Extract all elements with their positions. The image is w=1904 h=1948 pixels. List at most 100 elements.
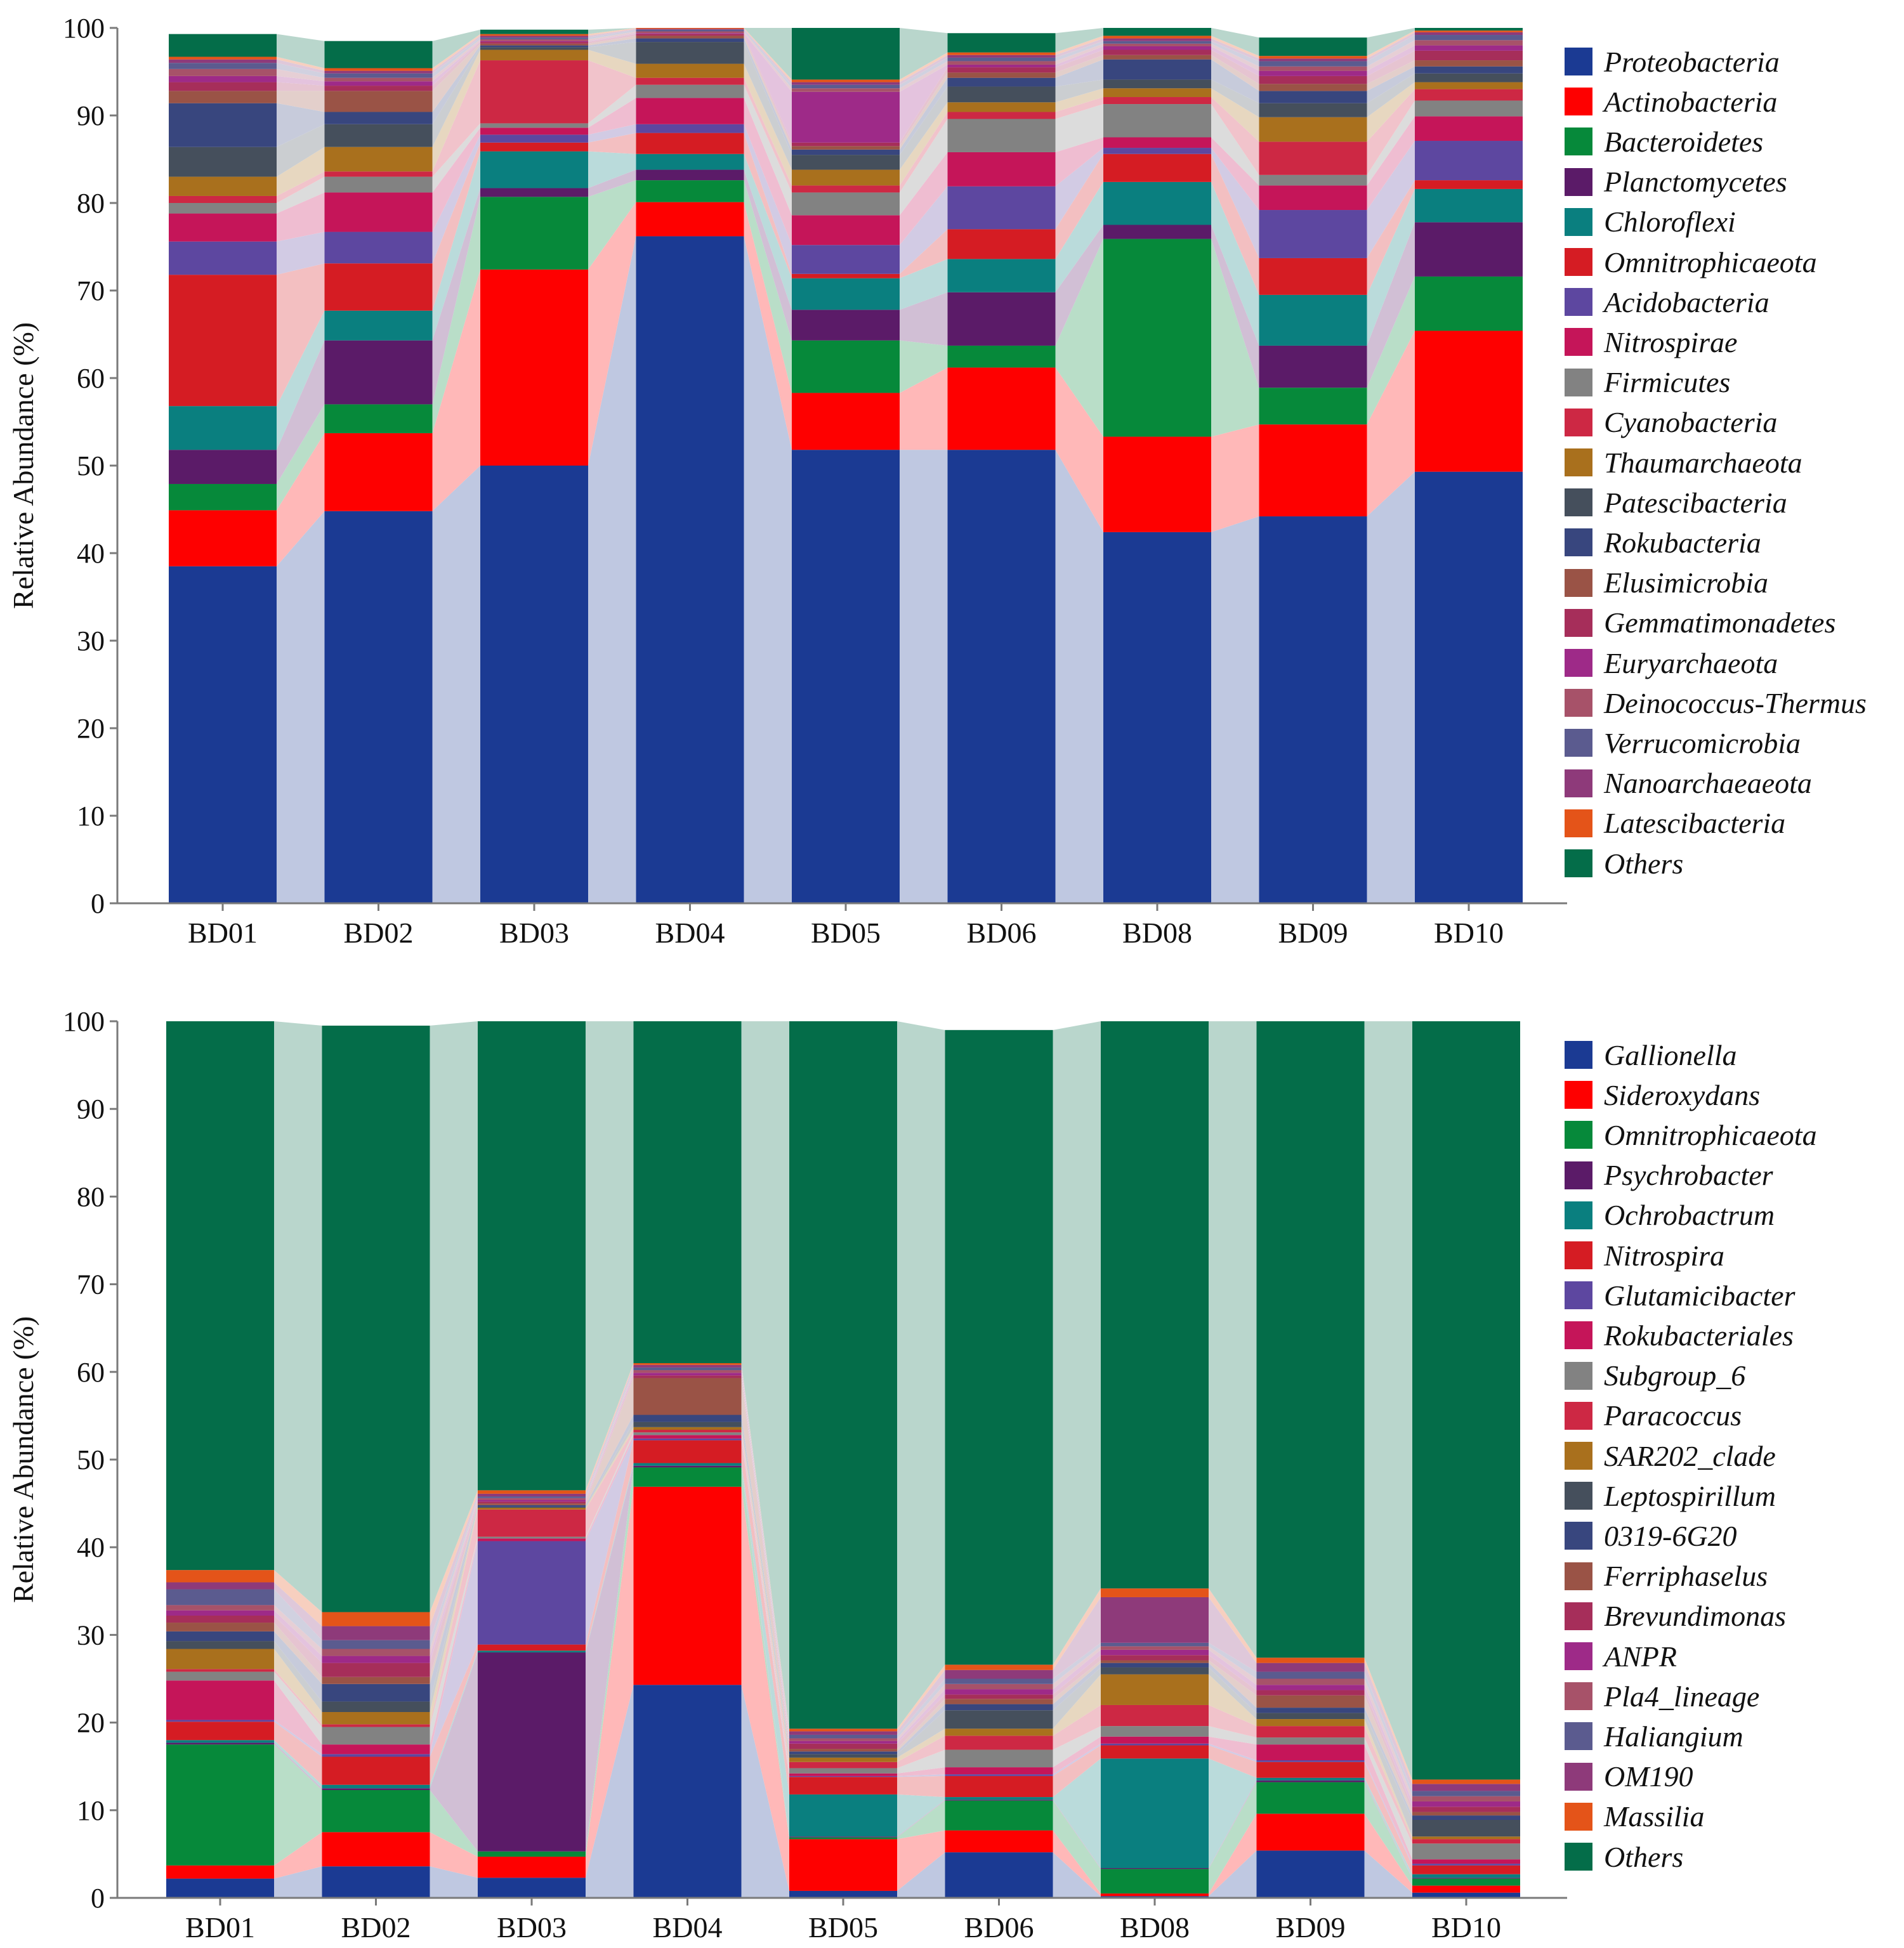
ribbon-ochrobactrum <box>897 1794 945 1837</box>
legend-item-nitrospirae[interactable]: Nitrospirae <box>1565 326 1737 358</box>
legend-item-others[interactable]: Others <box>1565 847 1683 880</box>
ribbon-leptospirillum <box>586 1422 634 1508</box>
legend-item-sideroxydans[interactable]: Sideroxydans <box>1565 1079 1760 1111</box>
legend-item-rokubacteria[interactable]: Rokubacteria <box>1565 526 1761 559</box>
bar-segment-omnitrophicaeota <box>1415 180 1523 189</box>
ribbon-haliangium <box>274 1589 322 1649</box>
legend-item-sar202-clade[interactable]: SAR202_clade <box>1565 1440 1776 1472</box>
legend-label: OM190 <box>1604 1760 1693 1793</box>
ribbon-latescibacteria <box>1367 30 1415 59</box>
legend-item-ochrobactrum[interactable]: Ochrobactrum <box>1565 1199 1775 1231</box>
bar-segment-rokubacteria <box>947 77 1056 87</box>
bar-stack-bd08[interactable] <box>1101 1021 1209 1898</box>
legend-item-subgroup-6[interactable]: Subgroup_6 <box>1565 1359 1745 1392</box>
legend-item-patescibacteria[interactable]: Patescibacteria <box>1565 487 1787 519</box>
bar-segment-bacteroidetes <box>1259 388 1367 425</box>
legend-item-omnitrophicaeota[interactable]: Omnitrophicaeota <box>1565 246 1817 278</box>
legend-item-bacteroidetes[interactable]: Bacteroidetes <box>1565 126 1763 158</box>
bar-stack-bd02[interactable] <box>324 41 433 903</box>
legend-item-proteobacteria[interactable]: Proteobacteria <box>1565 46 1780 78</box>
bar-stack-bd01[interactable] <box>169 34 277 903</box>
bar-segment-ochrobactrum <box>1101 1758 1209 1869</box>
legend-item-actinobacteria[interactable]: Actinobacteria <box>1565 86 1777 118</box>
bar-stack-bd09[interactable] <box>1259 37 1367 903</box>
legend-item-nitrospira[interactable]: Nitrospira <box>1565 1239 1724 1272</box>
bar-stack-bd09[interactable] <box>1256 1021 1365 1898</box>
legend-item-haliangium[interactable]: Haliangium <box>1565 1720 1743 1753</box>
legend-item-gallionella[interactable]: Gallionella <box>1565 1039 1737 1071</box>
bar-segment-elusimicrobia <box>1415 60 1523 67</box>
ribbon-euryarchaeota <box>432 41 480 86</box>
bar-segment-gemmatimonadetes <box>1103 49 1211 55</box>
legend-item-chloroflexi[interactable]: Chloroflexi <box>1565 206 1736 238</box>
legend-item-thaumarchaeota[interactable]: Thaumarchaeota <box>1565 447 1802 479</box>
bar-segment-ferriphaselus <box>789 1749 897 1752</box>
bar-stack-bd06[interactable] <box>945 1030 1053 1898</box>
bar-stack-bd10[interactable] <box>1415 28 1523 903</box>
bar-stack-bd06[interactable] <box>947 33 1056 903</box>
bar-stack-bd08[interactable] <box>1103 28 1211 903</box>
legend-item-euryarchaeota[interactable]: Euryarchaeota <box>1565 647 1778 679</box>
legend-item-others[interactable]: Others <box>1565 1841 1683 1873</box>
legend-item-pla4-lineage[interactable]: Pla4_lineage <box>1565 1680 1759 1713</box>
legend-item-omnitrophicaeota[interactable]: Omnitrophicaeota <box>1565 1119 1817 1151</box>
y-tick-label: 20 <box>77 1708 105 1739</box>
ribbon-psychrobacter <box>897 1800 945 1838</box>
legend-item-anpr[interactable]: ANPR <box>1565 1640 1677 1673</box>
legend-item-massilia[interactable]: Massilia <box>1565 1800 1704 1833</box>
legend-label: Gallionella <box>1604 1038 1737 1071</box>
legend-item-ferriphaselus[interactable]: Ferriphaselus <box>1565 1560 1768 1592</box>
bar-stack-bd04[interactable] <box>633 1021 742 1898</box>
legend-item-verrucomicrobia[interactable]: Verrucomicrobia <box>1565 727 1801 759</box>
ribbon-haliangium <box>586 1367 634 1498</box>
bar-stack-bd03[interactable] <box>480 29 588 903</box>
ribbon-ochrobactrum <box>1053 1758 1101 1869</box>
legend-item-planctomycetes[interactable]: Planctomycetes <box>1565 166 1787 198</box>
legend-item-deinococcus-thermus[interactable]: Deinococcus-Thermus <box>1565 687 1867 719</box>
ribbon-psychrobacter <box>741 1465 789 1838</box>
ribbon-actinobacteria <box>900 367 948 450</box>
ribbon-gemmatimonadetes <box>900 67 948 147</box>
legend-item-leptospirillum[interactable]: Leptospirillum <box>1565 1480 1776 1512</box>
legend-item-rokubacteriales[interactable]: Rokubacteriales <box>1565 1319 1794 1352</box>
bar-segment-paracoccus <box>1256 1726 1365 1738</box>
legend-item-cyanobacteria[interactable]: Cyanobacteria <box>1565 406 1777 438</box>
bar-stack-bd04[interactable] <box>636 28 744 904</box>
ribbon-others <box>741 1021 789 1729</box>
legend-item-firmicutes[interactable]: Firmicutes <box>1565 366 1730 398</box>
ribbon-pla4-lineage <box>1209 1646 1257 1685</box>
bar-stack-bd02[interactable] <box>322 1025 430 1898</box>
bar-stack-bd10[interactable] <box>1412 1021 1520 1898</box>
ribbon-nanoarchaeaeota <box>277 59 325 74</box>
ribbon-sar202-clade <box>897 1729 945 1762</box>
legend-label: 0319-6G20 <box>1604 1519 1737 1552</box>
ribbon-0319-6g20 <box>430 1505 478 1702</box>
legend-item-elusimicrobia[interactable]: Elusimicrobia <box>1565 566 1768 599</box>
bar-segment-acidobacteria <box>947 186 1056 230</box>
legend-item-nanoarchaeaeota[interactable]: Nanoarchaeaeota <box>1565 767 1812 799</box>
bar-stack-bd01[interactable] <box>166 1021 274 1898</box>
ribbon-cyanobacteria <box>588 60 636 124</box>
ribbon-sar202-clade <box>274 1649 322 1725</box>
bar-stack-bd03[interactable] <box>478 1021 586 1898</box>
bar-segment-others <box>322 1025 430 1612</box>
legend-item-gemmatimonadetes[interactable]: Gemmatimonadetes <box>1565 606 1835 639</box>
legend-item-brevundimonas[interactable]: Brevundimonas <box>1565 1600 1786 1632</box>
y-tick-label: 10 <box>77 1795 105 1826</box>
ribbon-others <box>1364 1021 1412 1780</box>
ribbon-elusimicrobia <box>1367 60 1415 91</box>
x-tick-label: BD05 <box>808 1911 878 1944</box>
bar-stack-bd05[interactable] <box>789 1021 897 1898</box>
ribbon-anpr <box>430 1500 478 1663</box>
bar-stack-bd05[interactable] <box>792 28 900 903</box>
legend-item-psychrobacter[interactable]: Psychrobacter <box>1565 1159 1773 1191</box>
legend-item-latescibacteria[interactable]: Latescibacteria <box>1565 807 1785 839</box>
legend-item-0319-6g20[interactable]: 0319-6G20 <box>1565 1520 1737 1552</box>
bar-segment-thaumarchaeota <box>792 169 900 186</box>
bar-segment-nitrospirae <box>1259 185 1367 211</box>
legend-item-om190[interactable]: OM190 <box>1565 1760 1693 1793</box>
legend-item-paracoccus[interactable]: Paracoccus <box>1565 1399 1742 1432</box>
legend-item-acidobacteria[interactable]: Acidobacteria <box>1565 286 1769 318</box>
legend-item-glutamicibacter[interactable]: Glutamicibacter <box>1565 1279 1796 1312</box>
ribbon-psychrobacter <box>1053 1800 1101 1869</box>
